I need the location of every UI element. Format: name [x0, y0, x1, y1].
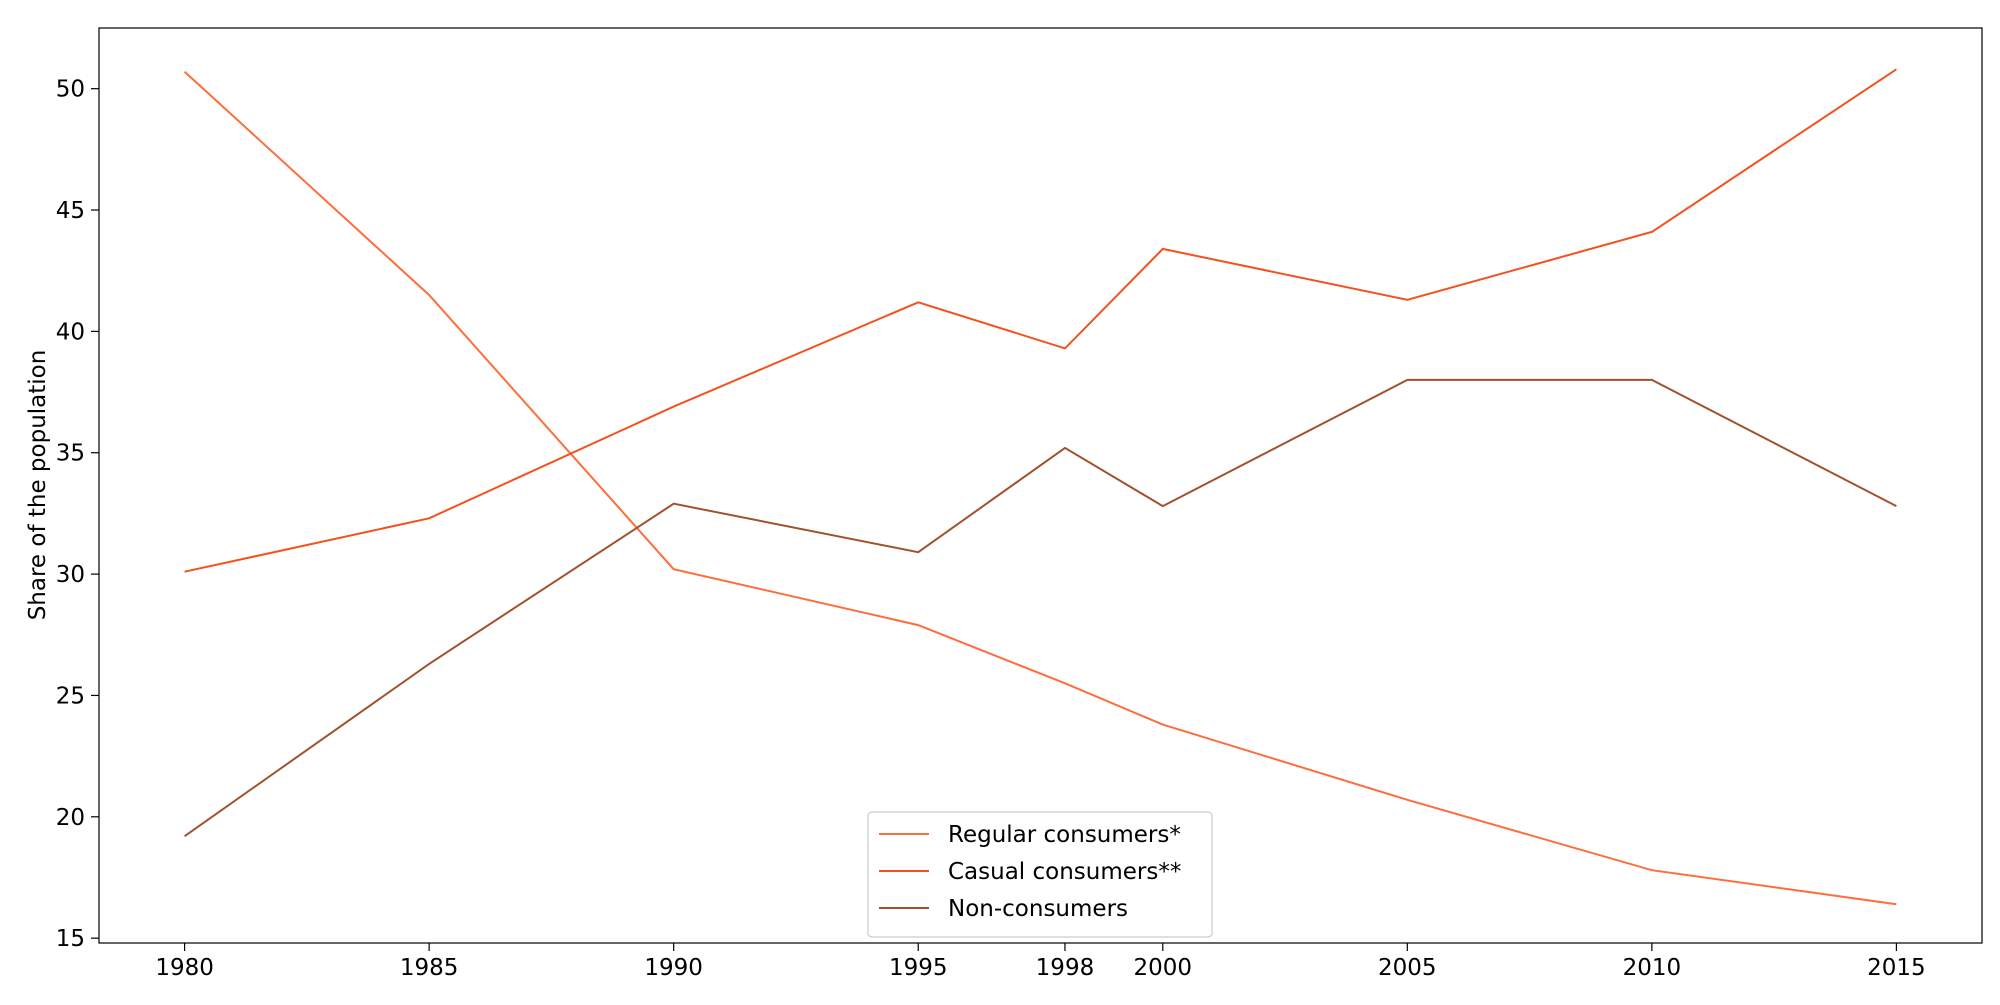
series-line-regular-consumers [183, 70, 1897, 906]
series-line-casual-consumers [184, 68, 1897, 573]
x-tick-label: 1980 [155, 955, 214, 981]
x-tick-label: 1985 [400, 955, 459, 981]
x-tick-label: 1998 [1036, 955, 1095, 981]
plot-area-frame [98, 27, 1983, 944]
x-tick-label: 2015 [1867, 955, 1926, 981]
y-tick-label: 25 [56, 683, 85, 709]
legend-label: Regular consumers* [948, 822, 1181, 848]
x-tick-label: 2010 [1623, 955, 1682, 981]
y-tick-label: 40 [56, 319, 85, 345]
x-tick-label: 1990 [644, 955, 703, 981]
legend-label: Non-consumers [948, 896, 1128, 922]
x-tick-label: 2000 [1133, 955, 1192, 981]
legend: Regular consumers* Casual consumers** Non-… [867, 811, 1213, 938]
x-tick-label: 2005 [1378, 955, 1437, 981]
y-tick-label: 50 [56, 77, 85, 103]
x-tick-label: 1995 [889, 955, 948, 981]
y-tick-label: 20 [56, 805, 85, 831]
y-tick-label: 35 [56, 441, 85, 467]
legend-label: Casual consumers** [948, 859, 1181, 885]
legend-box [867, 811, 1213, 938]
y-axis-label: Share of the population [25, 350, 51, 621]
series-line-non-consumers [184, 378, 1897, 838]
y-tick-label: 45 [56, 198, 85, 224]
y-tick-label: 30 [56, 562, 85, 588]
y-tick-label: 15 [56, 926, 85, 952]
